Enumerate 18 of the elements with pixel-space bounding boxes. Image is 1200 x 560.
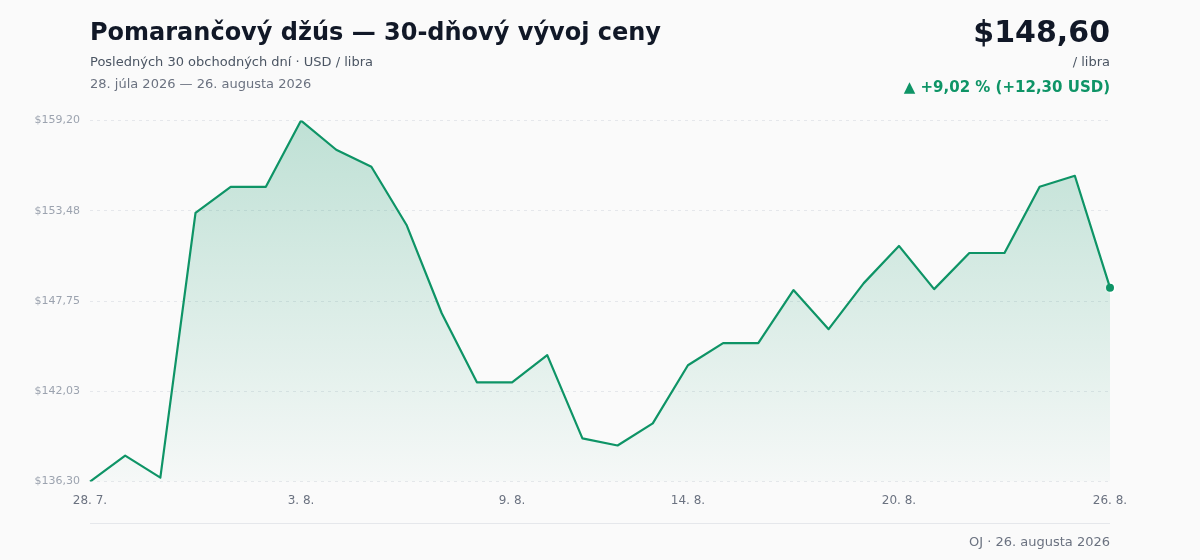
x-tick-label: 20. 8. bbox=[881, 492, 917, 507]
text: OJ · 26. augusta 2026 bbox=[968, 534, 1110, 549]
y-tick-label: $136,30 bbox=[34, 474, 80, 488]
x-tick-label: 3. 8. bbox=[287, 492, 315, 507]
x-tick-label: 26. 8. bbox=[1092, 492, 1128, 507]
x-tick-label: 28. 7. bbox=[72, 492, 108, 507]
chart-subtitle: Posledných 30 obchodných dní · USD / libra bbox=[90, 54, 374, 69]
y-tick-label: $153,48 bbox=[34, 203, 80, 217]
y-tick-label: $147,75 bbox=[34, 293, 80, 307]
x-tick-label: 9. 8. bbox=[498, 492, 526, 507]
chart-title: Pomarančový džús — 30-dňový vývoj ceny bbox=[90, 18, 661, 46]
text: $148,60 bbox=[973, 14, 1110, 49]
text: ▲ +9,02 % (+12,30 USD) bbox=[903, 78, 1110, 96]
x-tick-label: 14. 8. bbox=[670, 492, 706, 507]
text: / libra bbox=[1072, 54, 1110, 69]
text: 28. júla 2026 — 26. augusta 2026 bbox=[90, 76, 312, 91]
y-tick-label: $142,03 bbox=[34, 384, 80, 398]
y-tick-label: $159,20 bbox=[34, 113, 80, 127]
